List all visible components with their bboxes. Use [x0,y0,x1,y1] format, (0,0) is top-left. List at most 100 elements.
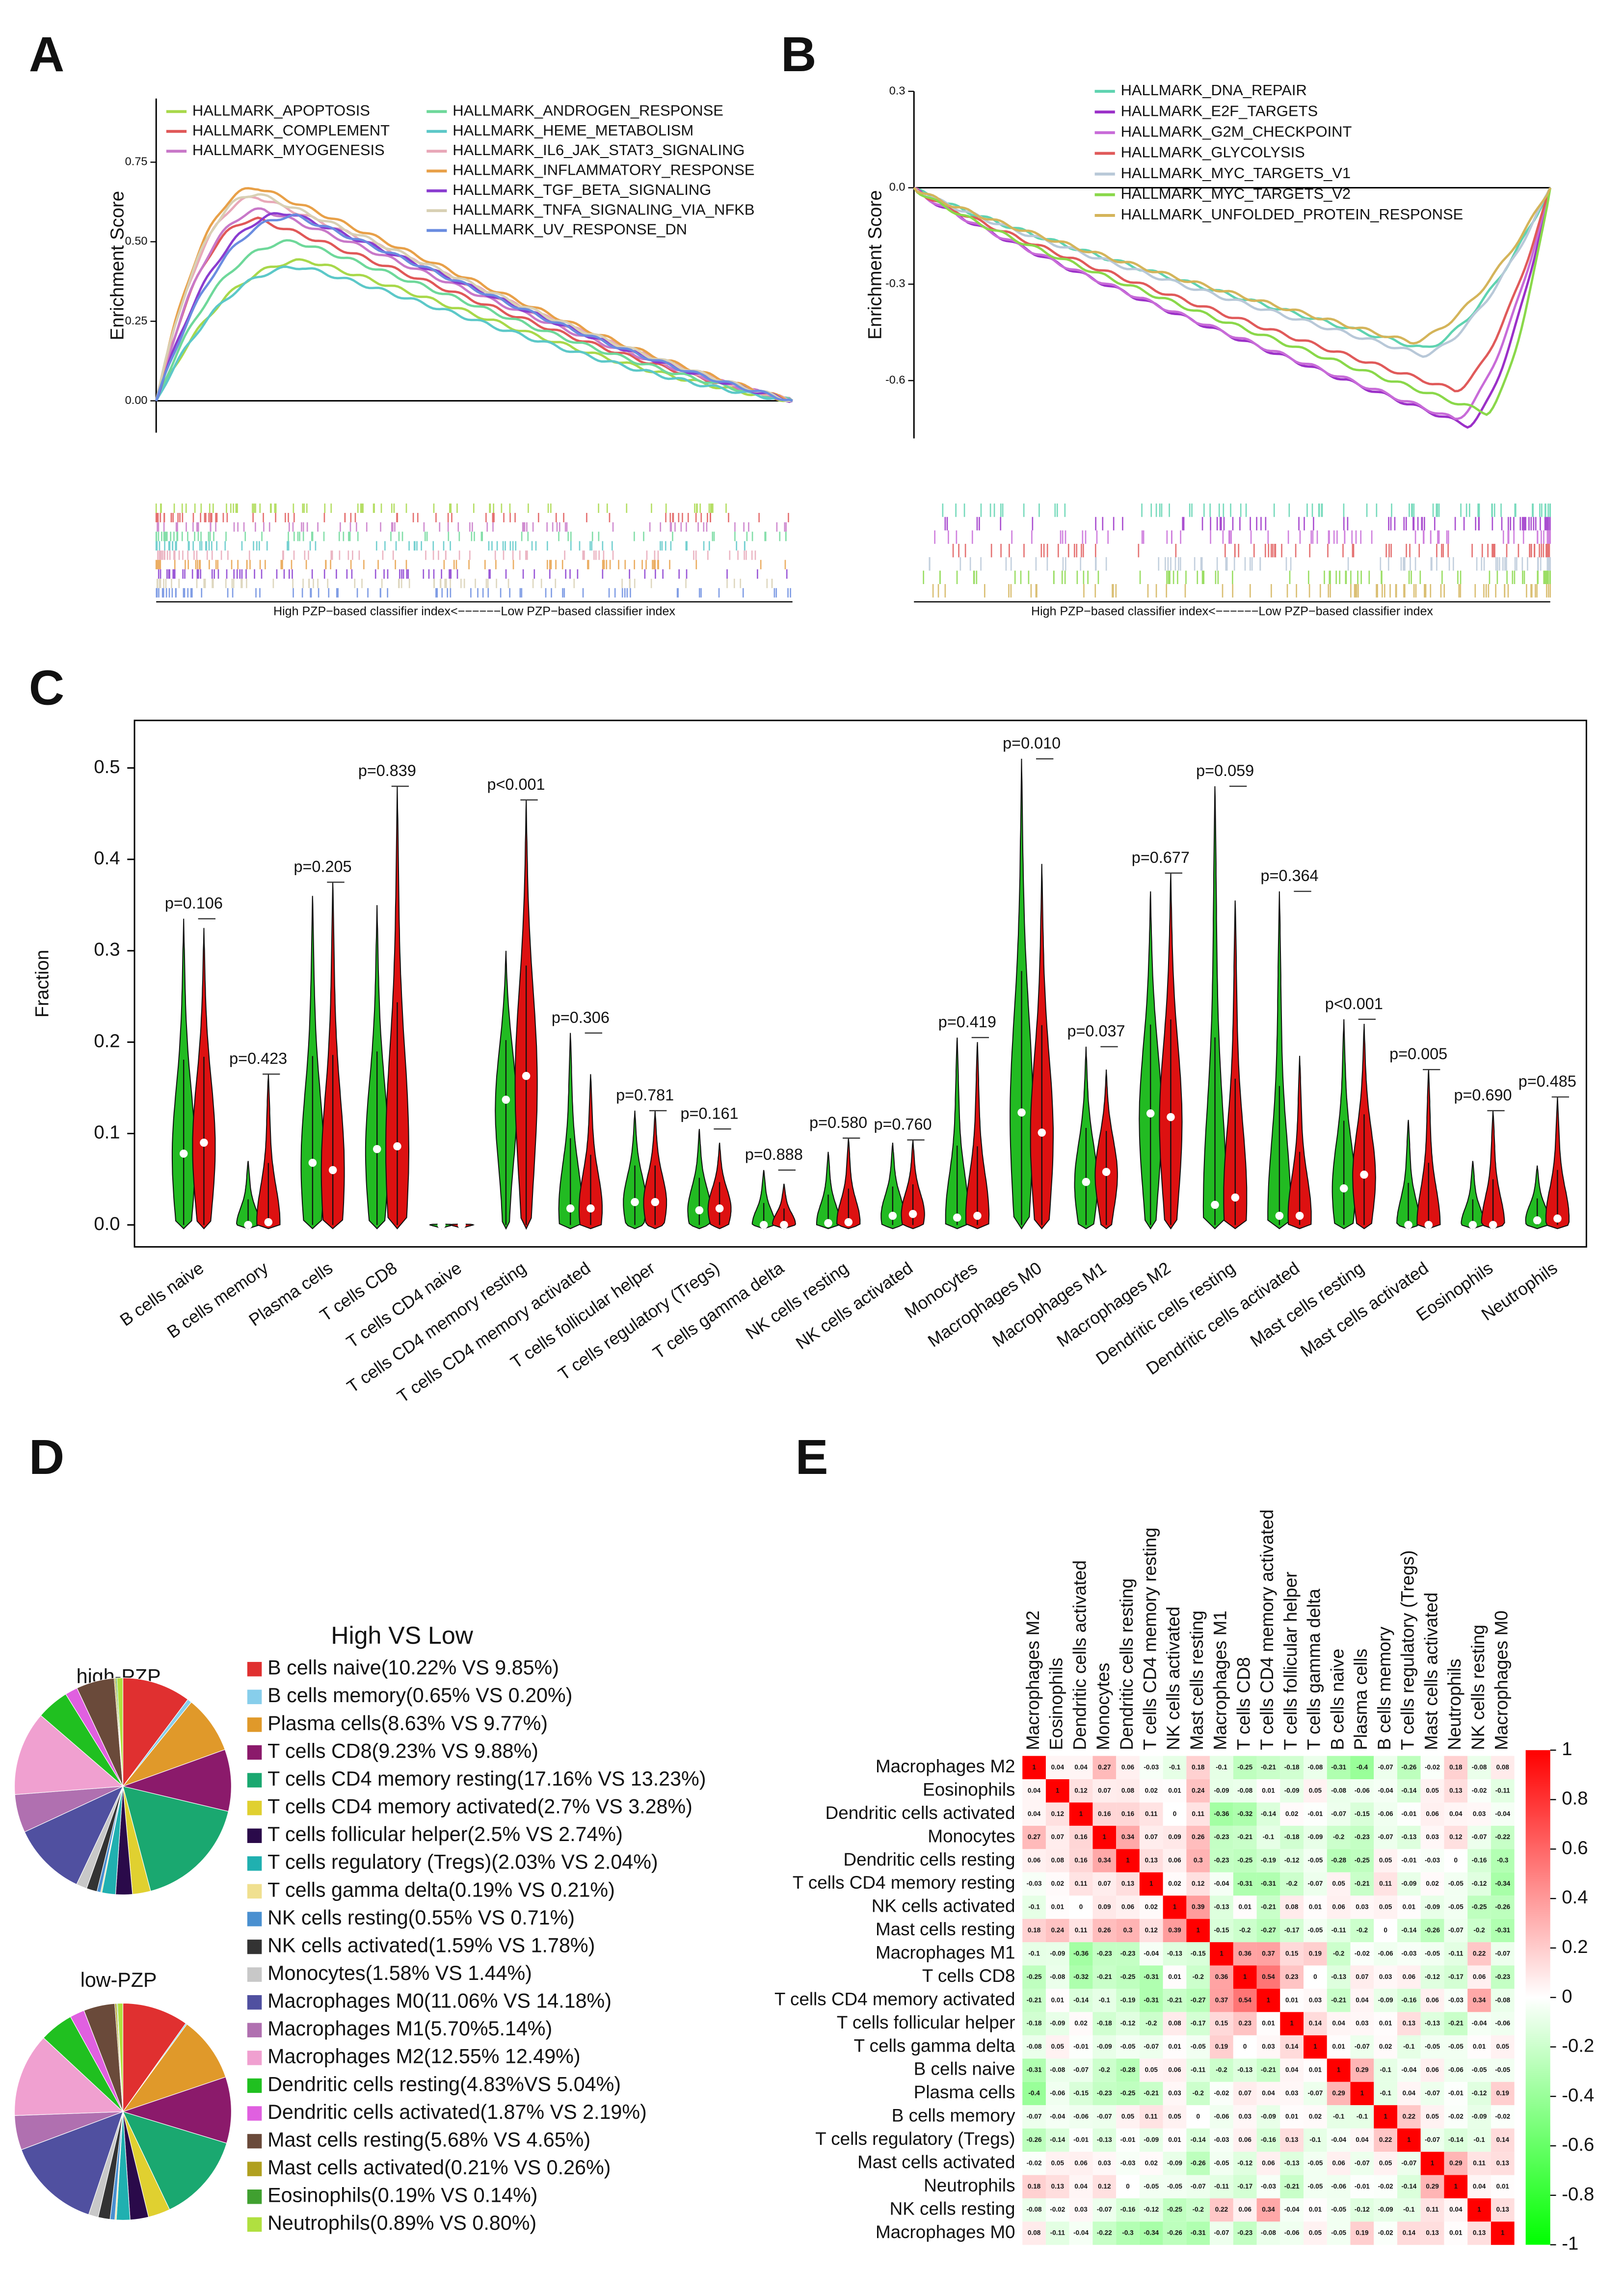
heatmap-cell [1139,1919,1163,1943]
legend-label: T cells CD8(9.23% VS 9.88%) [267,1739,538,1762]
heatmap-cell [1350,1802,1374,1826]
heatmap-cell [1280,1779,1304,1803]
cell-label: -0.13 [1214,1903,1229,1911]
heatmap-cell [1467,1942,1491,1966]
cell-label: -0.18 [1284,1763,1300,1771]
pie-slice [122,2111,227,2210]
heatmap-cell [1420,1802,1444,1826]
heatmap-cell [1256,1988,1280,2012]
cell-label: 0.05 [1379,2159,1392,2166]
heatmap-cell [1350,1825,1374,1849]
cell-label: -0.04 [1050,2112,1065,2120]
cell-label: -0.25 [1237,1763,1252,1771]
heatmap-cell [1374,2035,1397,2059]
cell-label: 0.04 [1449,2206,1463,2213]
panel-label: D [29,1430,64,1485]
cell-label: 0.05 [1145,2066,1158,2074]
cell-label: 0.22 [1403,2112,1415,2120]
p-label: p<0.001 [1325,995,1383,1013]
cell-label: 1 [1290,2020,1294,2027]
column-label: B cells memory [1374,1627,1394,1750]
heatmap-cell [1069,1849,1093,1872]
heatmap-cell [1304,1919,1327,1943]
p-label: p=0.364 [1260,867,1318,884]
cell-label: -0.07 [1425,2089,1440,2097]
heatmap-cell [1116,2198,1140,2222]
legend-label: NK cells resting(0.55% VS 0.71%) [267,1906,575,1929]
cell-label: -0.23 [1097,2089,1112,2097]
pie-slice [21,2111,124,2215]
median-dot [1553,1214,1562,1223]
heatmap-cell [1280,1756,1304,1780]
cell-label: -0.11 [1050,2229,1065,2237]
p-label: p=0.205 [293,858,351,876]
heatmap-cell [1022,1919,1046,1943]
heatmap-cell [1069,1779,1093,1803]
cell-label: -0.03 [1448,1996,1464,2004]
cell-label: 0.19 [1215,2043,1228,2050]
median-dot [780,1221,788,1229]
heatmap-cell [1397,2035,1421,2059]
heatmap-cell [1304,1849,1327,1872]
cell-label: -0.05 [1120,2043,1136,2050]
heatmap-cell [1350,2198,1374,2222]
cell-label: -0.18 [1027,2020,1042,2027]
p-label: p=0.485 [1518,1072,1576,1090]
cell-label: 0.19 [1356,2229,1369,2237]
cell-label: -0.04 [1401,2066,1416,2074]
cell-label: -0.2 [1145,2020,1157,2027]
cell-label: 0.39 [1168,1926,1181,1934]
heatmap-cell [1092,2082,1117,2106]
cell-label: -0.15 [1355,1810,1370,1817]
heatmap-cell [1467,2128,1491,2152]
heatmap-cell [1304,1779,1327,1803]
heatmap-cell [1163,1988,1187,2012]
heatmap-cell [1045,1756,1069,1780]
cell-label: 0 [1384,1926,1387,1934]
cell-label: 0.01 [1051,1903,1065,1911]
heatmap-cell [1420,2058,1444,2082]
rug-ticks [156,588,791,598]
heatmap-cell [1045,2152,1069,2175]
rug-ticks [934,530,1551,544]
heatmap-cell [1256,2175,1280,2198]
heatmap-cell [1467,1919,1491,1943]
legend-label: Macrophages M1(5.70%5.14%) [267,2017,552,2040]
heatmap-cell [1139,2198,1163,2222]
violin [236,1161,260,1229]
cell-label: -0.26 [1495,1903,1510,1911]
heatmap-cell [1186,1919,1210,1943]
heatmap-cell [1444,1988,1468,2012]
cell-label: 0.24 [1192,1787,1205,1794]
heatmap-cell [1256,1872,1280,1896]
row-label: T cells follicular helper [837,2012,1015,2032]
cell-label: 1 [1313,2043,1317,2050]
rug-ticks [155,541,745,551]
cell-label: -0.14 [1448,2136,1464,2143]
cell-label: 0.26 [1192,1833,1205,1841]
heatmap-cell [1233,2105,1257,2129]
cell-label: -0.04 [1214,1880,1229,1887]
colorbar-label: 0 [1562,1986,1572,2007]
cell-label: 0.12 [1074,1787,1087,1794]
colorbar-label: -0.8 [1562,2184,1594,2205]
cell-label: 0.04 [1332,2020,1345,2027]
legend-swatch [247,2078,262,2093]
cell-label: -0.2 [1239,1926,1251,1934]
heatmap-cell [1256,1919,1280,1943]
cell-label: -0.25 [1472,1903,1487,1911]
heatmap-cell [1092,2175,1117,2198]
cell-label: -0.13 [1401,1833,1416,1841]
heatmap-cell [1045,1849,1069,1872]
heatmap-cell [1350,2221,1374,2245]
cell-label: 0.06 [1332,2159,1345,2166]
cell-label: 0.13 [1496,2206,1510,2213]
heatmap-cell [1491,1779,1515,1803]
heatmap-cell [1210,1802,1233,1826]
heatmap-cell [1280,1965,1304,1989]
heatmap-cell [1350,2152,1374,2175]
legend-label: Macrophages M0(11.06% VS 14.18%) [267,1990,612,2012]
heatmap-cell [1420,2175,1444,2198]
heatmap-cell [1139,2221,1163,2245]
heatmap-cell [1350,2082,1374,2106]
